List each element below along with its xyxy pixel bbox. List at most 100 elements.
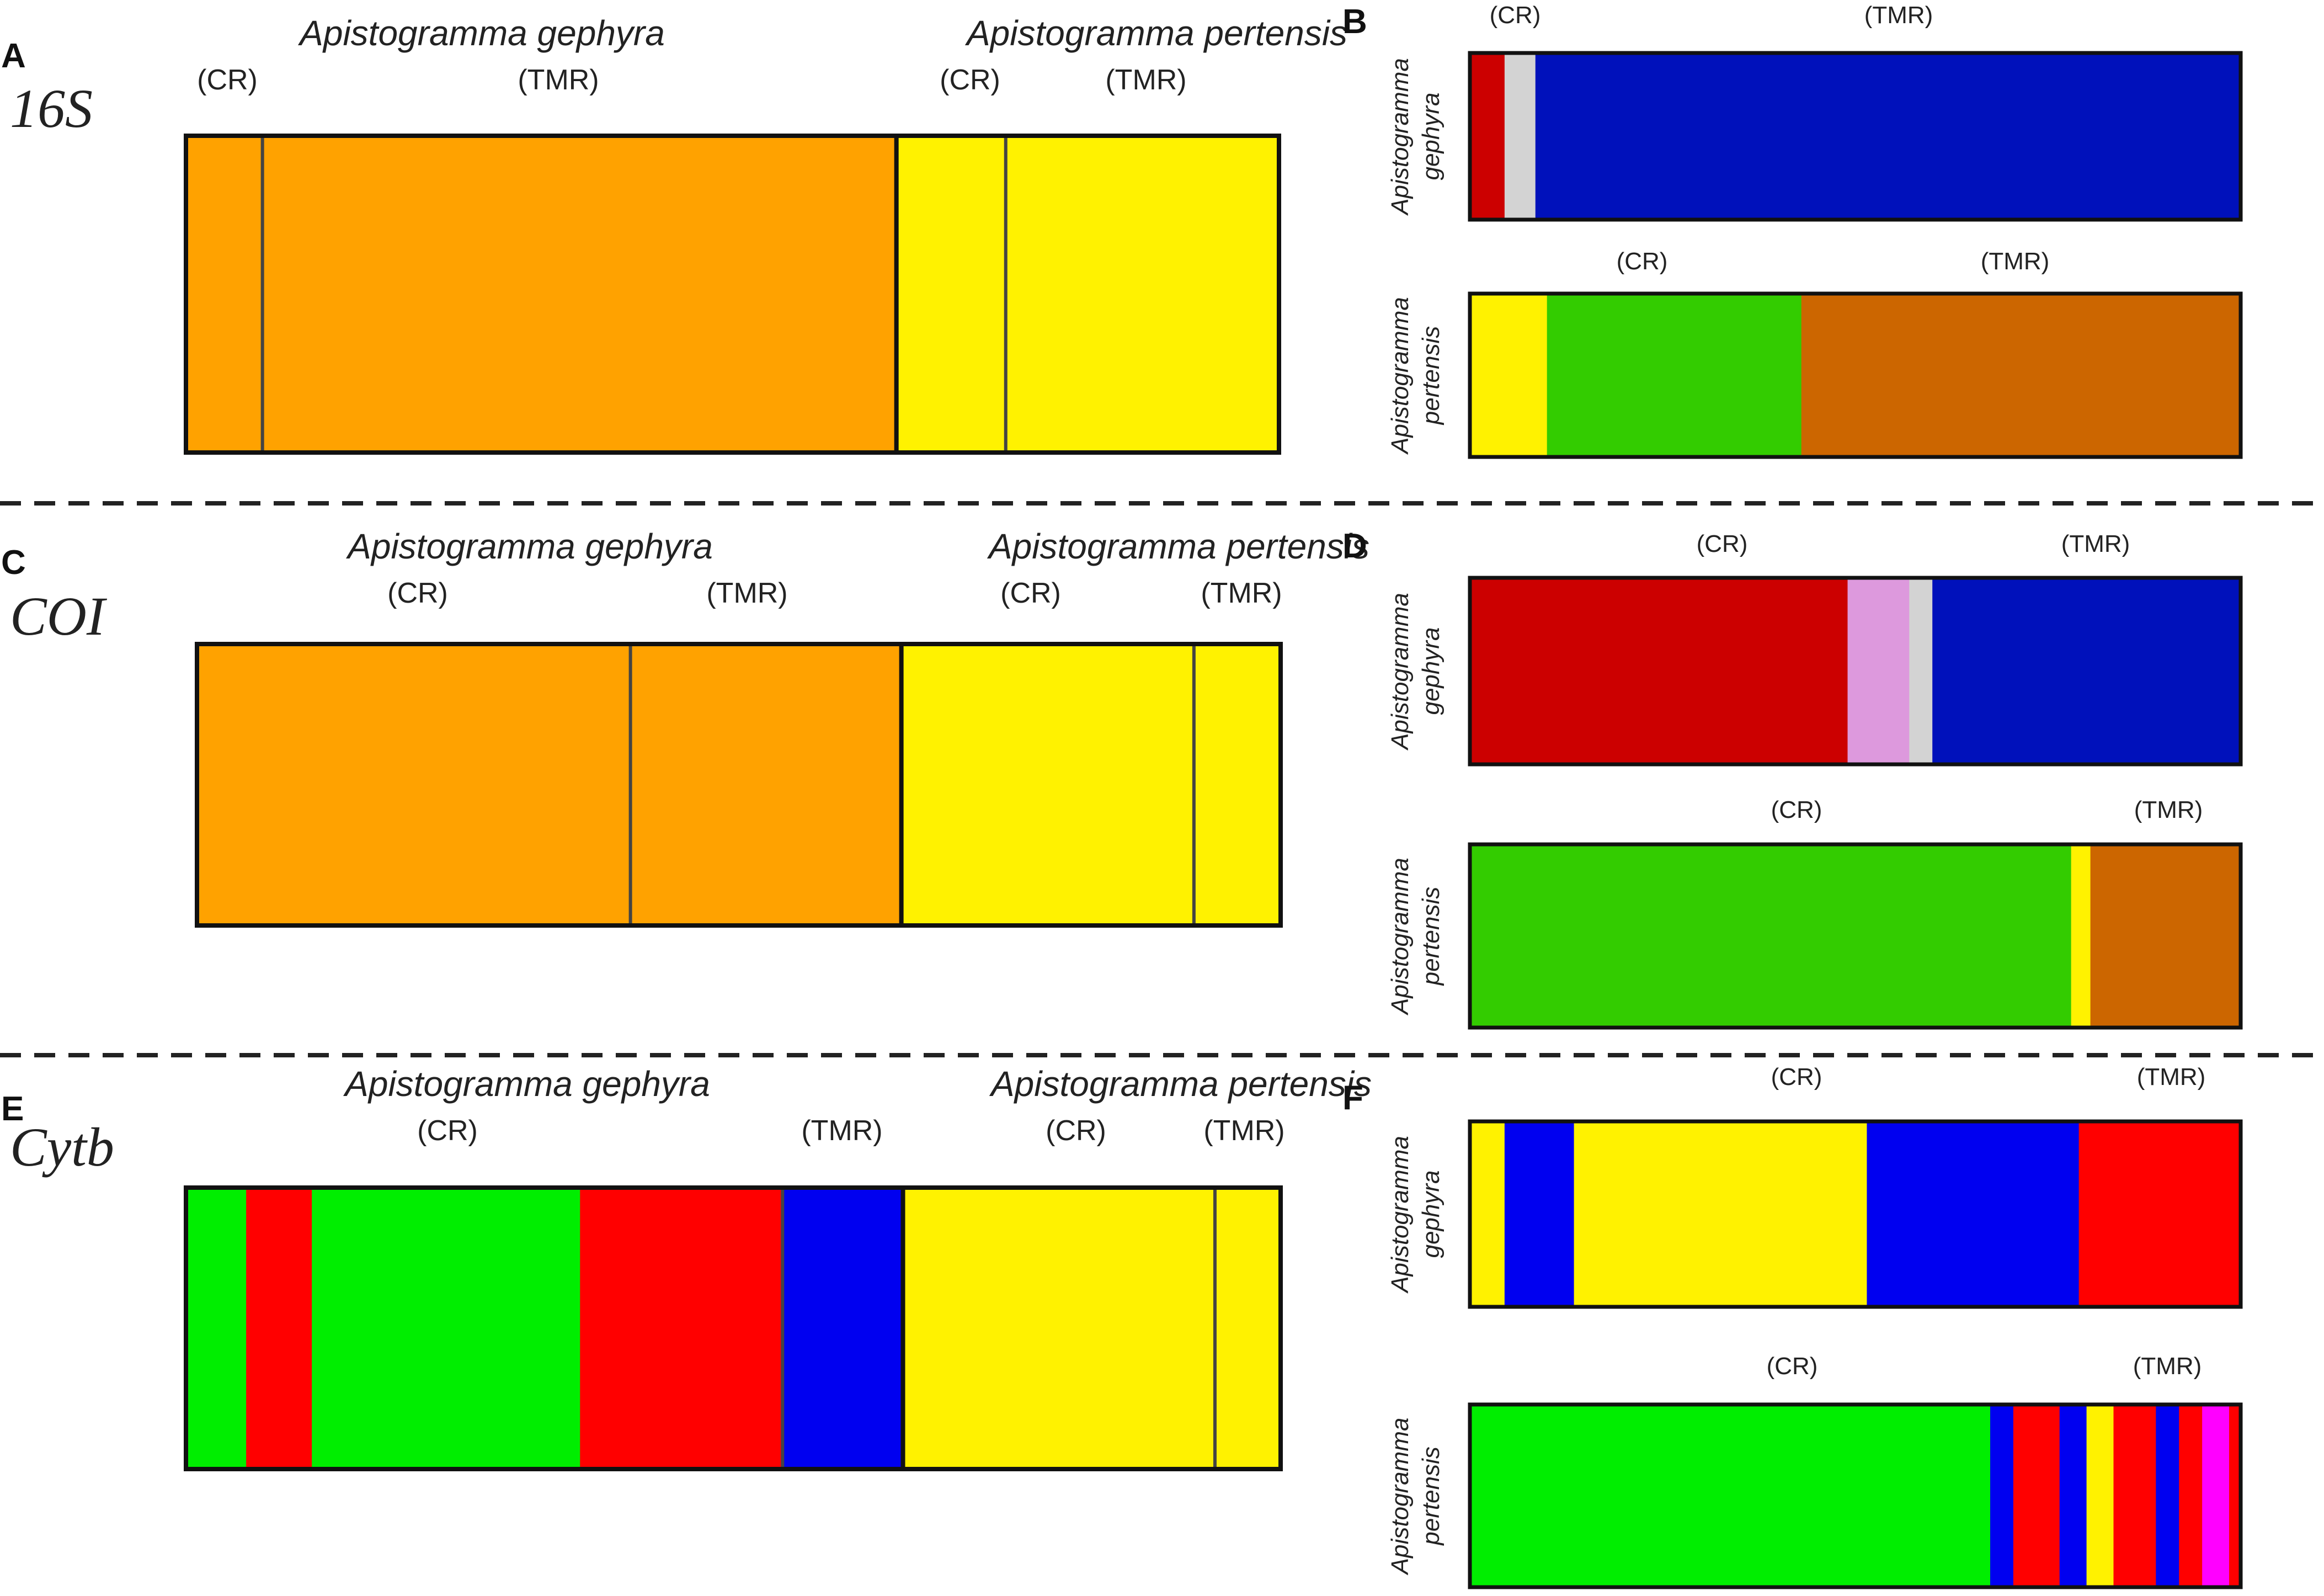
- bar-F-row-2-segment-9: [2202, 1405, 2230, 1587]
- region-label-F-1-cr: (CR): [1771, 1063, 1822, 1090]
- region-label-A-1: (CR): [197, 64, 258, 96]
- region-label-D-2-cr: (CR): [1771, 796, 1822, 823]
- bar-D-row-2-segment-2: [2071, 844, 2091, 1028]
- bar-E-region-1-segment-4: [580, 1188, 783, 1469]
- region-label-A-4: (TMR): [1105, 64, 1186, 96]
- region-label-C-4: (TMR): [1201, 577, 1282, 609]
- region-label-B-1-tmr: (TMR): [1864, 2, 1933, 29]
- bar-E-region-1-segment-2: [246, 1188, 312, 1469]
- bar-B-row-1-segment-3: [1535, 53, 2241, 220]
- region-label-B-2-tmr: (TMR): [1981, 248, 2050, 275]
- bar-A-region-1-segment-1: [186, 136, 263, 453]
- species-label-D-2: Apistogramma pertensis: [1387, 858, 1444, 1016]
- bar-E-region-3-segment-1: [903, 1188, 1216, 1469]
- bar-F-row-2-segment-2: [1990, 1405, 2014, 1587]
- bar-B-row-1-segment-1: [1470, 53, 1505, 220]
- bar-B-row-2-segment-1: [1470, 294, 1548, 457]
- bar-F-row-2-segment-5: [2086, 1405, 2114, 1587]
- region-label-C-1: (CR): [387, 577, 448, 609]
- panel-label-E: E: [1, 1090, 24, 1128]
- bar-frame-C: [195, 642, 1283, 928]
- region-label-D-1-tmr: (TMR): [2061, 530, 2130, 557]
- species-label-F-2: Apistogramma pertensis: [1387, 1418, 1444, 1576]
- region-label-E-1: (CR): [417, 1115, 478, 1147]
- panel-B: B Apistogramma gephyra (CR) (TMR) Apistogramm…: [1342, 2, 2243, 459]
- bar-F-row-2-segment-8: [2179, 1405, 2203, 1587]
- species-label-B-1: Apistogramma gephyra: [1387, 58, 1444, 216]
- region-label-B-1-cr: (CR): [1490, 2, 1541, 29]
- region-label-A-3: (CR): [940, 64, 1000, 96]
- bar-F-row-2-segment-1: [1470, 1405, 1991, 1587]
- bar-frame-F-row-1: [1468, 1119, 2243, 1309]
- bar-F-row-2-segment-4: [2059, 1405, 2087, 1587]
- bar-E-region-2-segment-1: [782, 1188, 904, 1469]
- bar-A-region-2-segment-1: [262, 136, 897, 453]
- bar-F-row-1-segment-2: [1504, 1121, 1575, 1307]
- bar-D-row-1-segment-1: [1470, 578, 1848, 764]
- bar-F-row-2-segment-3: [2013, 1405, 2060, 1587]
- gene-label-A: 16S: [10, 78, 93, 139]
- bar-F-row-2-segment-7: [2156, 1405, 2179, 1587]
- bar-F-row-2-segment-6: [2113, 1405, 2156, 1587]
- bar-C-region-2-segment-1: [630, 644, 902, 925]
- bar-E-region-4-segment-1: [1214, 1188, 1281, 1469]
- panel-F: F Apistogramma gephyra (CR) (TMR) Apistogramm…: [1342, 1063, 2243, 1589]
- bar-C-region-1-segment-1: [197, 644, 631, 925]
- bar-B-row-1-segment-2: [1504, 53, 1536, 220]
- gene-label-E: Cytb: [10, 1116, 114, 1178]
- panel-D: D Apistogramma gephyra (CR) (TMR) Apistogramm…: [1342, 527, 2243, 1030]
- species-label-F-1: Apistogramma gephyra: [1387, 1136, 1444, 1294]
- region-label-A-2: (TMR): [518, 64, 599, 96]
- species-label-C-1: Apistogramma gephyra: [345, 526, 713, 566]
- bar-A-region-4-segment-1: [1005, 136, 1280, 453]
- bar-frame-F-row-2: [1468, 1402, 2243, 1589]
- region-label-F-1-tmr: (TMR): [2137, 1063, 2206, 1090]
- region-label-F-2-cr: (CR): [1767, 1353, 1818, 1380]
- species-label-A-1: Apistogramma gephyra: [297, 13, 665, 53]
- region-label-E-3: (CR): [1046, 1115, 1106, 1147]
- bar-frame-D-row-2: [1468, 842, 2243, 1030]
- bar-B-row-2-segment-2: [1547, 294, 1802, 457]
- bar-frame-B-row-2: [1468, 291, 2243, 459]
- panel-label-F: F: [1342, 1079, 1363, 1117]
- region-label-D-1-cr: (CR): [1697, 530, 1748, 557]
- region-label-B-2-cr: (CR): [1617, 248, 1668, 275]
- bar-F-row-1-segment-1: [1470, 1121, 1505, 1307]
- bar-frame-D-row-1: [1468, 576, 2243, 767]
- bar-A-region-3-segment-1: [896, 136, 1006, 453]
- bar-F-row-1-segment-5: [2078, 1121, 2241, 1307]
- bar-frame-B-row-1: [1468, 51, 2243, 222]
- bar-D-row-1-segment-4: [1932, 578, 2241, 764]
- bar-B-row-2-segment-3: [1801, 294, 2241, 457]
- species-label-B-2: Apistogramma pertensis: [1387, 297, 1444, 455]
- region-label-C-2: (TMR): [706, 577, 787, 609]
- region-label-C-3: (CR): [1000, 577, 1061, 609]
- panel-label-A: A: [1, 37, 26, 75]
- region-label-F-2-tmr: (TMR): [2133, 1353, 2202, 1380]
- bar-E-region-1-segment-1: [186, 1188, 247, 1469]
- bar-C-region-4-segment-1: [1193, 644, 1281, 925]
- panel-C: C COI Apistogramma gephyra Apistogramma per…: [1, 526, 1369, 928]
- bar-F-row-1-segment-4: [1867, 1121, 2080, 1307]
- species-label-A-2: Apistogramma pertensis: [964, 13, 1347, 53]
- species-label-E-1: Apistogramma gephyra: [343, 1064, 710, 1104]
- panel-label-C: C: [1, 544, 26, 582]
- bar-frame-A: [184, 134, 1281, 455]
- bar-frame-E: [184, 1185, 1283, 1471]
- region-label-E-4: (TMR): [1203, 1115, 1284, 1147]
- species-label-C-2: Apistogramma pertensis: [987, 526, 1369, 566]
- panel-label-B: B: [1342, 3, 1367, 41]
- bar-D-row-2-segment-3: [2090, 844, 2241, 1028]
- bar-C-region-3-segment-1: [901, 644, 1195, 925]
- bar-D-row-1-segment-3: [1909, 578, 1933, 764]
- species-label-D-1: Apistogramma gephyra: [1387, 593, 1444, 751]
- region-label-D-2-tmr: (TMR): [2134, 796, 2203, 823]
- bar-F-row-1-segment-3: [1574, 1121, 1867, 1307]
- species-label-E-2: Apistogramma pertensis: [989, 1064, 1372, 1104]
- bar-D-row-2-segment-1: [1470, 844, 2072, 1028]
- gene-label-C: COI: [10, 586, 108, 647]
- bar-E-region-1-segment-3: [312, 1188, 580, 1469]
